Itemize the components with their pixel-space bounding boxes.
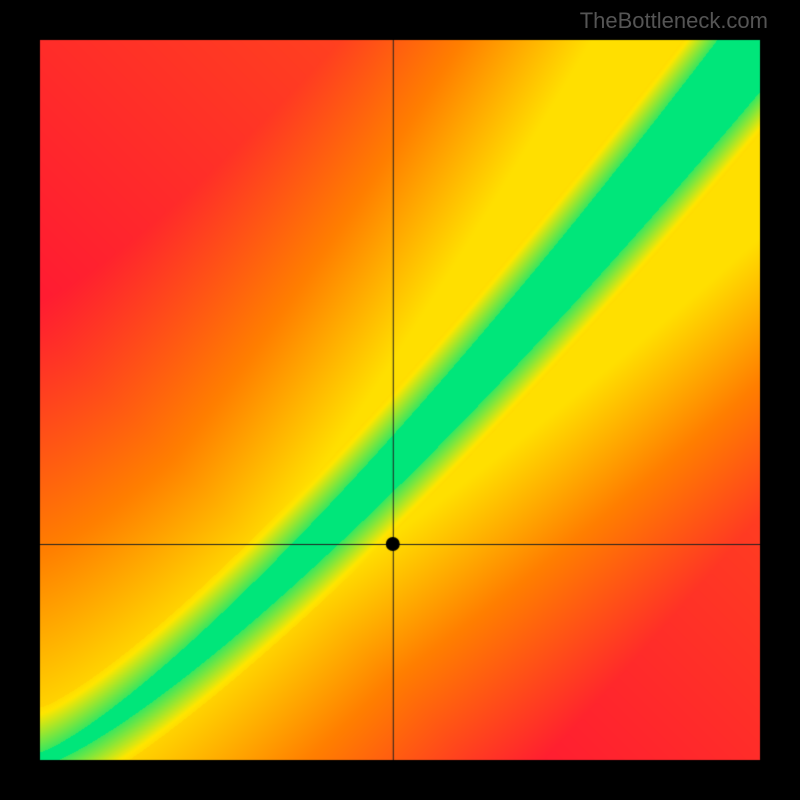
bottleneck-heatmap [0,0,800,800]
watermark-label: TheBottleneck.com [580,8,768,34]
